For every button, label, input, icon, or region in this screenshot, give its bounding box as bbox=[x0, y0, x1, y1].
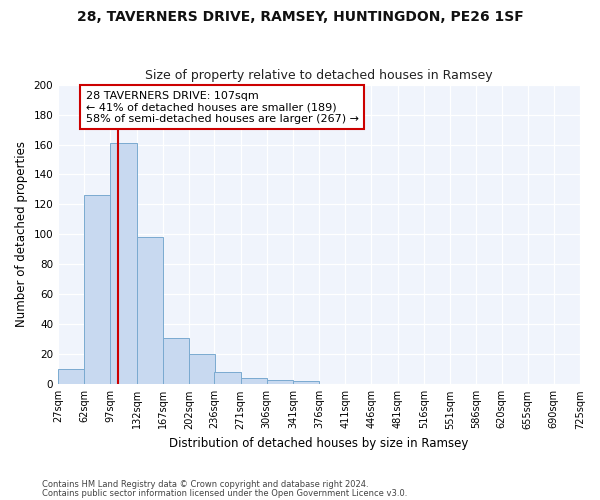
Bar bbox=[85, 196, 110, 384]
Bar bbox=[241, 378, 267, 384]
Bar bbox=[163, 338, 189, 384]
Bar bbox=[110, 143, 137, 384]
Text: 28 TAVERNERS DRIVE: 107sqm
← 41% of detached houses are smaller (189)
58% of sem: 28 TAVERNERS DRIVE: 107sqm ← 41% of deta… bbox=[86, 90, 359, 124]
Bar bbox=[189, 354, 215, 384]
Y-axis label: Number of detached properties: Number of detached properties bbox=[15, 142, 28, 328]
Bar bbox=[58, 370, 85, 384]
X-axis label: Distribution of detached houses by size in Ramsey: Distribution of detached houses by size … bbox=[169, 437, 469, 450]
Bar bbox=[214, 372, 241, 384]
Title: Size of property relative to detached houses in Ramsey: Size of property relative to detached ho… bbox=[145, 69, 493, 82]
Bar bbox=[293, 382, 319, 384]
Bar bbox=[267, 380, 293, 384]
Text: 28, TAVERNERS DRIVE, RAMSEY, HUNTINGDON, PE26 1SF: 28, TAVERNERS DRIVE, RAMSEY, HUNTINGDON,… bbox=[77, 10, 523, 24]
Text: Contains public sector information licensed under the Open Government Licence v3: Contains public sector information licen… bbox=[42, 489, 407, 498]
Bar bbox=[137, 238, 163, 384]
Text: Contains HM Land Registry data © Crown copyright and database right 2024.: Contains HM Land Registry data © Crown c… bbox=[42, 480, 368, 489]
